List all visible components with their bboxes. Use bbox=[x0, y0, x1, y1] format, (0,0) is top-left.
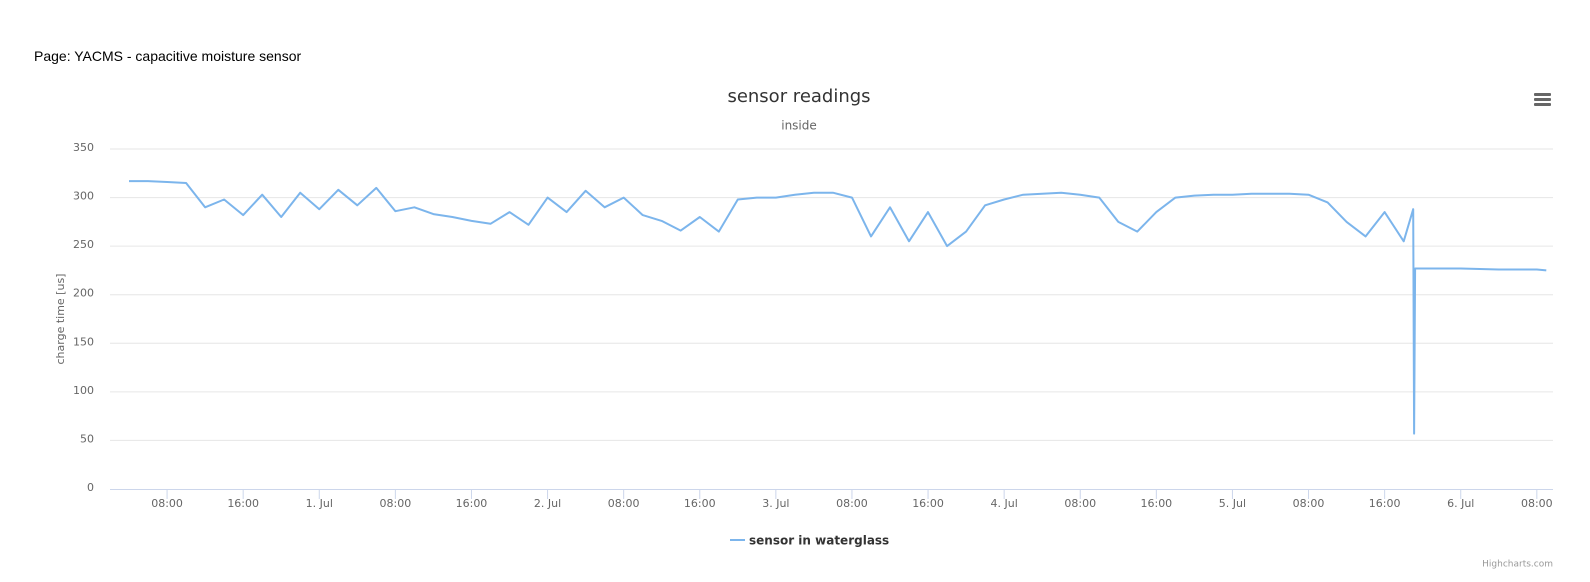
x-tick-label: 08:00 bbox=[1521, 497, 1553, 510]
x-tick-label: 16:00 bbox=[456, 497, 488, 510]
chart-subtitle: inside bbox=[781, 119, 817, 133]
y-tick-label: 50 bbox=[80, 432, 94, 445]
x-tick-label: 08:00 bbox=[380, 497, 412, 510]
y-tick-label: 300 bbox=[73, 190, 94, 203]
x-tick-label: 08:00 bbox=[1064, 497, 1096, 510]
x-tick-label: 2. Jul bbox=[534, 497, 561, 510]
x-tick-label: 1. Jul bbox=[306, 497, 333, 510]
x-tick-label: 08:00 bbox=[1293, 497, 1325, 510]
y-tick-label: 100 bbox=[73, 384, 94, 397]
x-tick-label: 16:00 bbox=[684, 497, 716, 510]
credits[interactable]: Highcharts.com bbox=[1482, 560, 1553, 570]
x-tick-label: 5. Jul bbox=[1219, 497, 1246, 510]
chart-title: sensor readings bbox=[727, 86, 870, 107]
x-tick-label: 4. Jul bbox=[991, 497, 1018, 510]
page-heading: Page: YACMS - capacitive moisture sensor bbox=[34, 48, 302, 64]
y-axis-title: charge time [us] bbox=[54, 274, 67, 365]
legend-label[interactable]: sensor in waterglass bbox=[749, 534, 889, 548]
x-tick-label: 16:00 bbox=[1369, 497, 1401, 510]
line-series bbox=[129, 180, 1547, 435]
x-tick-label: 16:00 bbox=[912, 497, 944, 510]
menu-bar bbox=[1534, 93, 1551, 96]
x-tick-label: 6. Jul bbox=[1447, 497, 1474, 510]
x-tick-label: 3. Jul bbox=[762, 497, 789, 510]
menu-button[interactable] bbox=[1534, 93, 1551, 106]
y-tick-label: 350 bbox=[73, 141, 94, 154]
x-tick-label: 16:00 bbox=[227, 497, 259, 510]
y-tick-label: 150 bbox=[73, 335, 94, 348]
x-tick-label: 16:00 bbox=[1140, 497, 1172, 510]
x-tick-label: 08:00 bbox=[836, 497, 868, 510]
y-tick-label: 0 bbox=[87, 481, 94, 494]
x-tick-label: 08:00 bbox=[151, 497, 183, 510]
menu-bar bbox=[1534, 98, 1551, 101]
menu-bar bbox=[1534, 103, 1551, 106]
y-tick-label: 250 bbox=[73, 238, 94, 251]
x-tick-label: 08:00 bbox=[608, 497, 640, 510]
y-tick-label: 200 bbox=[73, 287, 94, 300]
